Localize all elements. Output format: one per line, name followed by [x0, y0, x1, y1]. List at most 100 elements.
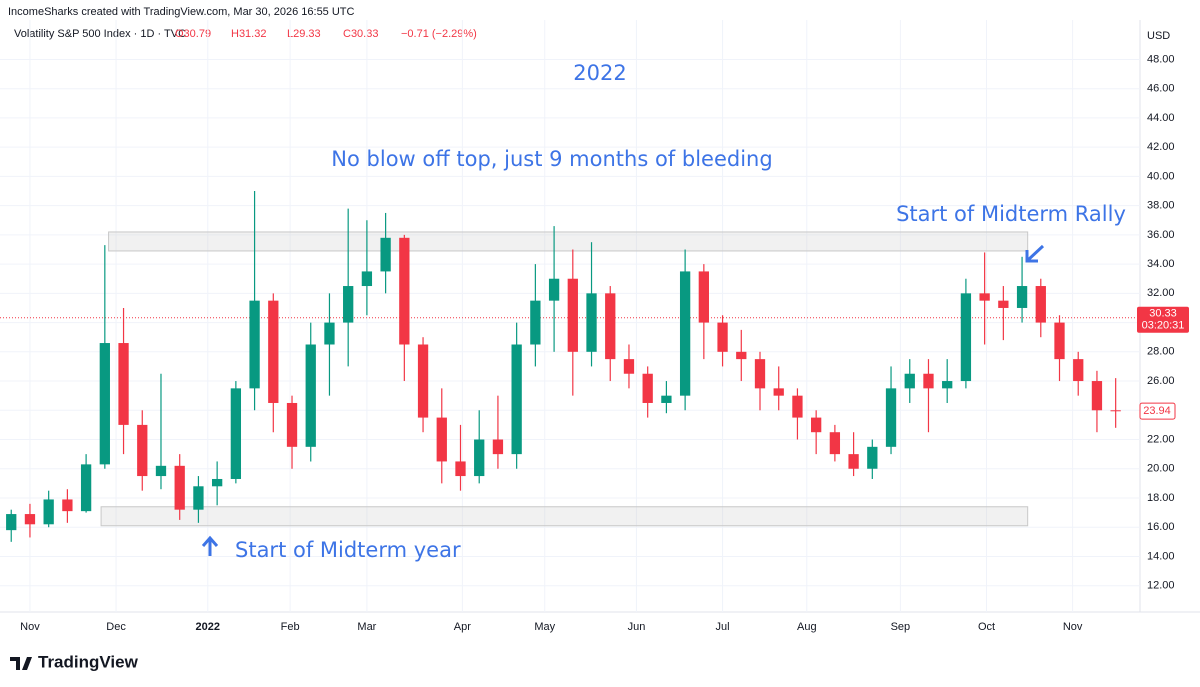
candle-body [530, 300, 541, 345]
y-tick-label: 18.00 [1147, 492, 1175, 504]
x-tick-label: Feb [281, 621, 300, 633]
y-tick-label: 12.00 [1147, 580, 1175, 592]
countdown: 03:20:31 [1142, 320, 1185, 332]
candle-body [904, 373, 915, 389]
price-label-box [1137, 306, 1189, 333]
y-tick-label: 32.00 [1147, 287, 1175, 299]
candle-body [829, 432, 841, 455]
candle-body [99, 343, 110, 465]
candle-body [268, 300, 279, 403]
candle-body [1054, 322, 1065, 360]
candle-body [62, 499, 73, 512]
candle-body [623, 359, 635, 374]
x-tick-label: Aug [797, 621, 817, 633]
ohlc-value: −0.71 (−2.29%) [401, 28, 477, 40]
candle-body [43, 499, 54, 525]
symbol: Volatility S&P 500 Index · 1D · TVC [14, 28, 186, 40]
candle-body [586, 293, 597, 352]
candle-body [6, 514, 17, 531]
ohlc-value: O30.79 [175, 28, 211, 40]
logo-icon [10, 657, 32, 670]
candle-body [923, 373, 934, 389]
candle-body [773, 388, 784, 396]
x-tick-label: Nov [1063, 621, 1083, 633]
candle-body [511, 344, 522, 455]
candle-body [960, 293, 972, 382]
x-tick-label: Dec [106, 621, 126, 633]
candle-body [605, 293, 616, 360]
annotation: Start of Midterm year [235, 538, 461, 562]
candle-body [417, 344, 429, 418]
x-tick-label: Nov [20, 621, 40, 633]
candle-body [1035, 286, 1046, 323]
candle-body [324, 322, 335, 345]
y-tick-label: 34.00 [1147, 258, 1175, 270]
candle-body [717, 322, 728, 352]
candle-body [286, 402, 298, 447]
candle-body [193, 486, 204, 510]
ohlc-value: C30.33 [343, 28, 378, 40]
candle-body [885, 388, 897, 447]
x-tick-label: May [534, 621, 555, 633]
x-tick-label: Apr [454, 621, 471, 633]
logo-text: TradingView [38, 652, 139, 671]
y-tick-label: 14.00 [1147, 550, 1175, 562]
zone [108, 231, 1029, 252]
x-tick-label: Mar [357, 621, 376, 633]
candle-body [380, 237, 391, 272]
arrow [1025, 244, 1045, 263]
arrow [201, 535, 219, 556]
candle-body [174, 465, 185, 510]
annotation: No blow off top, just 9 months of bleedi… [331, 147, 772, 171]
candle-body [979, 293, 990, 301]
candle-body [137, 424, 148, 477]
y-tick-label: 40.00 [1147, 170, 1175, 182]
candle-body [305, 344, 316, 447]
candle-body [736, 351, 747, 360]
candle-body [679, 271, 691, 396]
y-tick-label: 42.00 [1147, 141, 1175, 153]
candle-body [942, 381, 953, 389]
candle-body [867, 446, 878, 469]
candle-body [474, 439, 485, 477]
candle-body [343, 286, 354, 323]
candle-body [455, 461, 466, 477]
candle-body [1016, 286, 1028, 308]
candle-body [155, 465, 167, 477]
last-value-box [1139, 402, 1176, 420]
candle-body [1073, 359, 1084, 382]
y-tick-label: 38.00 [1147, 200, 1175, 212]
candle-body [661, 395, 672, 403]
ohlc-legend: O30.79 H31.32 L29.33 C30.33 −0.71 (−2.29%) [175, 28, 477, 40]
candle-body [361, 271, 373, 287]
candle-body [118, 343, 129, 425]
candle-body [211, 478, 223, 487]
annotation: 2022 [573, 61, 626, 85]
last-value-label: 23.94 [1143, 405, 1171, 417]
candle-body [436, 417, 447, 462]
x-tick-label: Sep [891, 621, 911, 633]
y-tick-label: 48.00 [1147, 53, 1175, 65]
y-tick-label: 28.00 [1147, 346, 1175, 358]
candle-body [24, 514, 36, 525]
x-tick-label: Oct [978, 621, 995, 633]
ohlc-value: H31.32 [231, 28, 266, 40]
candle-body [399, 237, 410, 345]
candle-body [1091, 381, 1103, 411]
candle-body [492, 439, 504, 455]
x-tick-label: Jun [628, 621, 646, 633]
candle-body [567, 278, 578, 352]
zone [100, 506, 1029, 527]
candle-body [998, 300, 1009, 308]
candle-body [249, 300, 260, 389]
candle-body [811, 417, 822, 433]
y-tick-label: 26.00 [1147, 375, 1175, 387]
y-tick-label: 16.00 [1147, 521, 1175, 533]
candle-body [754, 359, 766, 389]
y-tick-label: 22.00 [1147, 433, 1175, 445]
candle-body [548, 278, 560, 301]
candle-body [80, 464, 92, 512]
credit: IncomeSharks created with TradingView.co… [8, 6, 355, 18]
